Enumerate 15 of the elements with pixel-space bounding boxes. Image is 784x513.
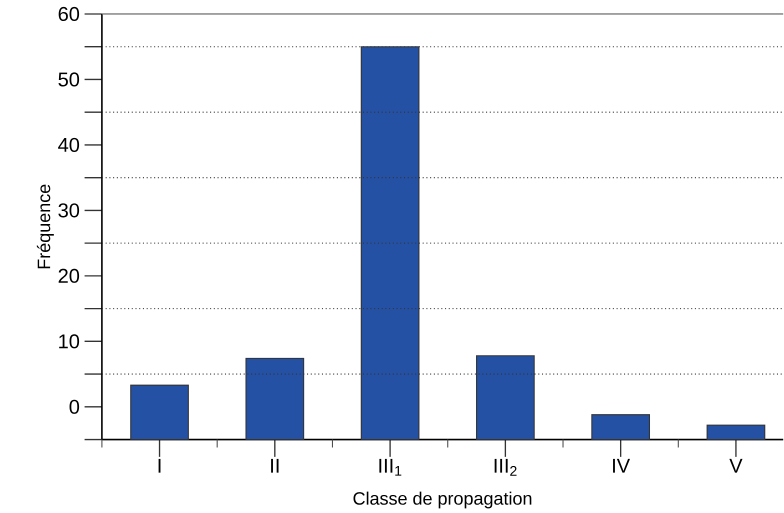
y-tick-label: 50 [58,72,80,87]
x-tick-label: I [158,459,160,473]
y-tick-label: 10 [59,334,80,348]
y-axis-title: Fréquence [36,184,54,268]
y-tick-label: 30 [58,203,80,218]
x-tick-label: III$_{2}$ [494,459,517,476]
x-tick-label: II [271,459,279,473]
x-tick-label: IV [613,459,630,473]
y-tick-label: 0 [70,400,80,414]
x-axis-title: Classe de propagation [354,492,532,508]
x-tick-label: V [729,459,742,473]
x-tick-label: III$_{1}$ [379,459,402,476]
y-tick-label: 40 [58,138,80,152]
y-tick-label: 20 [58,268,80,284]
y-tick-label: 60 [58,7,80,22]
